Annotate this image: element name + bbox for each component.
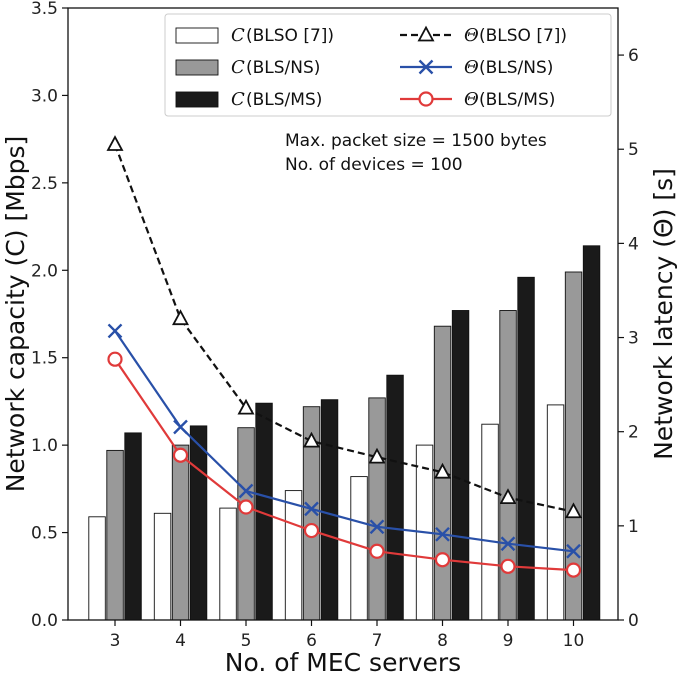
x-tick-label: 9 <box>503 631 514 651</box>
y-right-tick-label: 3 <box>628 329 639 349</box>
annotation-devices: No. of devices = 100 <box>285 155 463 175</box>
legend-symbol-line2: Θ <box>464 89 479 110</box>
y-right-tick-label: 4 <box>628 234 639 254</box>
bar-series1-3 <box>106 449 124 621</box>
plot-frame <box>67 7 619 621</box>
legend-symbol-bar0: C <box>231 25 245 46</box>
line-series0 <box>113 144 574 513</box>
point-series1-3 <box>107 323 123 339</box>
y-left-tick-label: 0.5 <box>31 524 58 544</box>
y-left-tick-label: 1.0 <box>31 436 58 456</box>
y-left-tick-label: 2.5 <box>31 174 58 194</box>
bar-series2-8 <box>451 310 470 621</box>
point-series0-3 <box>106 135 124 151</box>
point-series0-6 <box>302 431 321 448</box>
legend-label-line0: (BLSO [7]) <box>479 26 567 46</box>
x-tick-label: 4 <box>175 631 186 651</box>
legend-marker0 <box>417 25 435 42</box>
legend-label-bar1: (BLS/NS) <box>246 58 320 78</box>
point-series2-9 <box>500 558 516 574</box>
y-left-tick-label: 2.0 <box>31 261 58 281</box>
bar-series2-6 <box>320 399 339 621</box>
legend-label-bar0: (BLSO [7]) <box>246 26 334 46</box>
point-series1-10 <box>566 543 581 559</box>
bar-series1-7 <box>368 397 386 621</box>
legend-symbol-bar2: C <box>231 89 245 110</box>
point-series1-5 <box>238 483 254 499</box>
bar-series0-6 <box>284 490 303 621</box>
legend-label-bar2: (BLS/MS) <box>246 90 322 110</box>
y-right-tick-label: 6 <box>628 46 639 66</box>
line-series1 <box>114 330 574 553</box>
axes-layer: 0.0 0.5 1.0 1.5 2.0 2.5 3.0 3.5 0 1 2 3 4 5 6 3 4 5 6 7 8 9 10 <box>31 0 639 651</box>
point-series2-3 <box>107 351 123 367</box>
point-series2-8 <box>434 552 451 568</box>
bar-series1-5 <box>237 427 255 621</box>
legend-symbol-line1: Θ <box>464 57 479 78</box>
bar-series1-4 <box>171 444 190 621</box>
legend-swatch-bar1 <box>175 59 219 76</box>
y-axis-right-label: Network latency (Θ) [s] <box>649 168 678 460</box>
y-left-tick-label: 1.5 <box>31 349 58 369</box>
x-tick-label: 3 <box>110 631 121 651</box>
y-right-tick-label: 0 <box>628 611 639 631</box>
bar-series0-10 <box>546 404 565 621</box>
bar-series2-4 <box>189 425 208 621</box>
point-series2-5 <box>238 499 254 515</box>
x-tick-label: 7 <box>372 631 383 651</box>
point-series0-8 <box>433 462 452 479</box>
point-series0-7 <box>368 447 386 464</box>
point-series0-10 <box>564 502 583 519</box>
annotation-packet-size: Max. packet size = 1500 bytes <box>285 131 547 151</box>
y-right-tick-label: 5 <box>628 140 639 160</box>
y-right-tick-label: 1 <box>628 517 639 537</box>
bar-series2-3 <box>124 432 142 621</box>
point-series1-4 <box>173 419 188 435</box>
bar-series2-10 <box>582 245 601 621</box>
y-left-tick-label: 3.5 <box>31 0 58 19</box>
x-tick-label: 5 <box>241 631 252 651</box>
legend-label-line2: (BLS/MS) <box>479 90 555 110</box>
x-tick-label: 10 <box>563 631 585 651</box>
point-series2-4 <box>172 447 189 463</box>
legend-swatch-bar0 <box>175 27 219 44</box>
bar-series0-5 <box>219 507 237 621</box>
bars-layer <box>88 245 601 621</box>
y-right-tick-label: 2 <box>628 423 639 443</box>
bar-series0-3 <box>88 516 106 621</box>
bar-series0-9 <box>481 423 499 621</box>
x-tick-label: 6 <box>306 631 317 651</box>
legend-marker2 <box>418 91 434 107</box>
point-series2-7 <box>369 543 385 559</box>
legend-label-line1: (BLS/NS) <box>479 58 553 78</box>
lines-layer <box>106 135 583 578</box>
x-axis-label: No. of MEC servers <box>225 648 461 677</box>
point-series2-10 <box>565 562 582 578</box>
x-tick-label: 8 <box>437 631 448 651</box>
point-series1-9 <box>500 536 516 552</box>
legend-swatch-bar2 <box>175 91 219 108</box>
point-series1-6 <box>304 501 319 517</box>
y-axis-left-label: Network capacity (C) [Mbps] <box>1 136 30 493</box>
legend-marker1 <box>418 59 434 75</box>
legend: C (BLSO [7])C (BLS/NS)C (BLS/MS)Θ (BLSO … <box>164 13 612 117</box>
point-series1-7 <box>369 519 385 535</box>
line-series2 <box>114 358 574 572</box>
bar-series0-4 <box>153 512 172 621</box>
point-series2-6 <box>303 522 320 539</box>
legend-symbol-bar1: C <box>231 57 245 78</box>
y-left-tick-label: 0.0 <box>31 611 58 631</box>
y-left-tick-label: 3.0 <box>31 86 58 106</box>
point-series0-5 <box>237 398 255 415</box>
bar-series2-7 <box>386 374 404 621</box>
point-series1-8 <box>435 526 450 542</box>
point-series0-9 <box>499 488 517 505</box>
legend-symbol-line0: Θ <box>464 25 479 46</box>
legend-frame <box>164 13 612 117</box>
point-series0-4 <box>171 309 190 326</box>
